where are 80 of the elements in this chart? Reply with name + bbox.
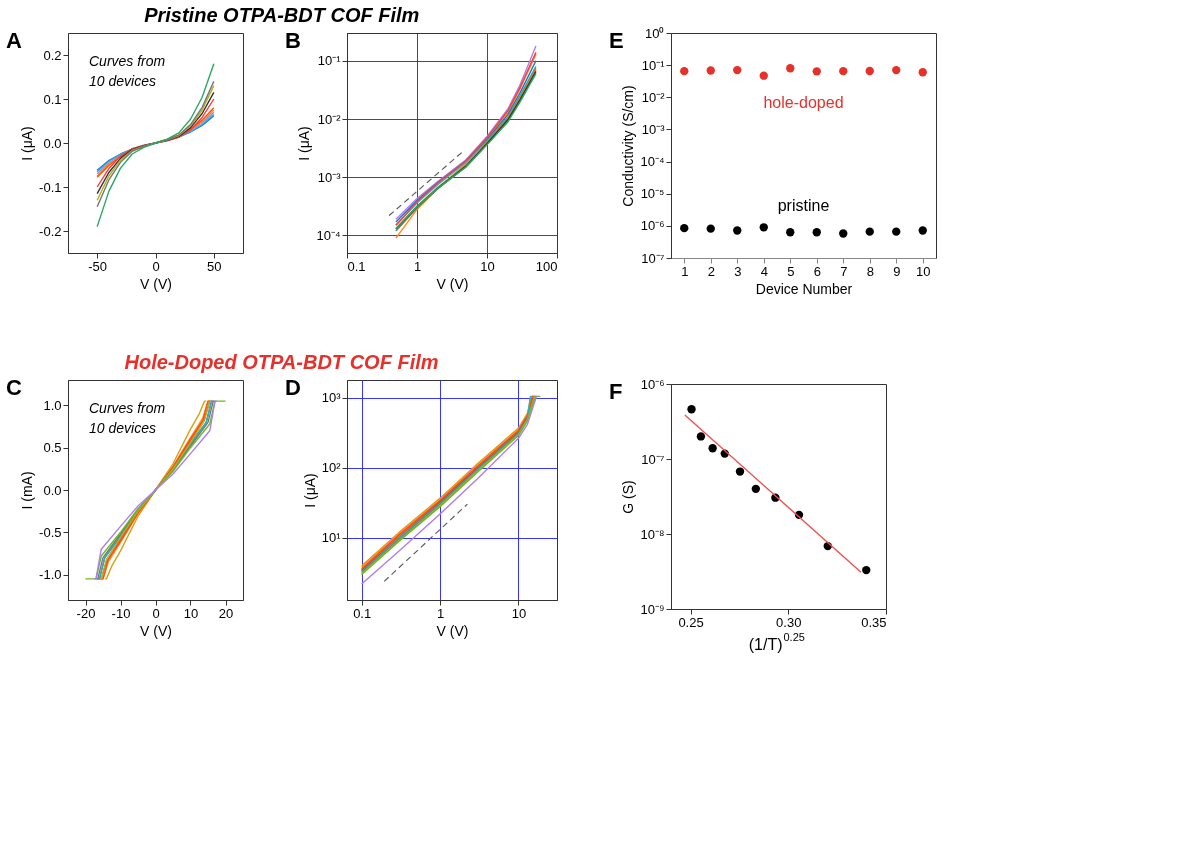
x-axis-title: V (V) xyxy=(140,275,172,292)
x-tick-label: 10 xyxy=(183,605,199,621)
y-tick-label: 10⁻³ xyxy=(317,169,342,185)
x-tick-label: 50 xyxy=(207,258,222,274)
y-tick-label: 10⁻³ xyxy=(641,121,666,137)
text: F xyxy=(609,379,623,404)
series-label: hole-doped xyxy=(763,94,844,112)
annotation: Curves from 10 devices xyxy=(89,400,166,436)
text: E xyxy=(609,28,624,53)
y-tick-label: 10⁻⁷ xyxy=(641,250,665,266)
x-axis-title: V (V) xyxy=(140,622,172,639)
x-tick-label: 10 xyxy=(511,605,527,621)
y-tick-label: 0.2 xyxy=(43,47,62,63)
x-tick-label: 9 xyxy=(893,263,901,279)
x-tick-label: 8 xyxy=(866,263,874,279)
y-tick-label: 10⁻⁵ xyxy=(640,186,665,202)
y-tick-label: 0.1 xyxy=(43,91,62,107)
y-tick-label: 10⁰ xyxy=(645,25,665,41)
y-axis-title: G (S) xyxy=(620,480,637,514)
x-axis-title: V (V) xyxy=(436,622,469,639)
x-tick-label: 5 xyxy=(787,263,795,279)
y-tick-label: 10⁻² xyxy=(317,111,342,127)
y-tick-label: 10⁻⁶ xyxy=(640,376,665,392)
x-tick-label: 0 xyxy=(152,605,160,621)
x-tick-label: 7 xyxy=(840,263,848,279)
y-tick-label: -0.2 xyxy=(39,223,62,239)
x-tick-label: 0.30 xyxy=(776,614,802,630)
x-tick-label: 0.1 xyxy=(353,605,372,621)
y-tick-label: 0.0 xyxy=(43,482,62,498)
y-axis-title: I (μA) xyxy=(301,473,318,508)
y-axis-title: I (μA) xyxy=(19,126,36,161)
x-tick-label: 1 xyxy=(413,258,422,274)
x-axis-title: Device Number xyxy=(755,280,853,297)
x-tick-label: 0.1 xyxy=(347,258,366,274)
y-tick-label: 10⁻² xyxy=(641,89,666,105)
x-tick-label: 4 xyxy=(760,263,768,279)
x-tick-label: 1 xyxy=(436,605,445,621)
x-tick-label: 0.25 xyxy=(678,614,704,630)
x-tick-label: 20 xyxy=(218,605,234,621)
x-tick-label: 10 xyxy=(916,263,931,279)
y-axis-title: Conductivity (S/cm) xyxy=(620,85,637,207)
y-tick-label: -0.5 xyxy=(39,524,62,540)
text: C xyxy=(6,375,22,400)
x-tick-label: 0.35 xyxy=(861,614,887,630)
x-tick-label: 100 xyxy=(535,258,558,274)
x-tick-label: 0 xyxy=(152,258,160,274)
y-tick-label: -1.0 xyxy=(39,567,62,583)
chart-title: Pristine OTPA-BDT COF Film xyxy=(144,3,420,26)
x-tick-label: -20 xyxy=(76,605,96,621)
y-tick-label: 10⁻⁸ xyxy=(640,526,665,542)
chart-title: Hole-Doped OTPA-BDT COF Film xyxy=(124,350,439,373)
x-tick-label: -10 xyxy=(111,605,131,621)
y-tick-label: 10⁻¹ xyxy=(641,57,666,73)
x-tick-label: 10 xyxy=(480,258,495,274)
x-tick-label: 6 xyxy=(813,263,821,279)
y-axis-title: I (μA) xyxy=(296,126,313,161)
text: A xyxy=(6,28,22,53)
text: D xyxy=(285,375,301,400)
x-axis-title: V (V) xyxy=(436,275,469,292)
y-tick-label: -0.1 xyxy=(39,179,62,195)
y-tick-label: 10⁻⁷ xyxy=(641,451,665,467)
y-tick-label: 0.5 xyxy=(43,440,62,456)
y-tick-label: 10⁻⁴ xyxy=(316,227,341,243)
y-tick-label: 0.0 xyxy=(43,135,62,151)
y-tick-label: 10² xyxy=(321,460,342,476)
text: B xyxy=(285,28,301,53)
y-tick-label: 10¹ xyxy=(321,530,342,546)
y-tick-label: 10⁻⁶ xyxy=(640,218,665,234)
y-axis-title: I (mA) xyxy=(19,471,36,510)
y-tick-label: 10³ xyxy=(321,390,342,406)
y-tick-label: 10⁻⁹ xyxy=(640,601,665,617)
x-tick-label: 1 xyxy=(681,263,689,279)
x-tick-label: 2 xyxy=(707,263,715,279)
x-tick-label: 3 xyxy=(734,263,742,279)
annotation: Curves from 10 devices xyxy=(89,53,166,89)
y-tick-label: 10⁻⁴ xyxy=(640,154,665,170)
y-tick-label: 10⁻¹ xyxy=(317,53,342,69)
y-tick-label: 1.0 xyxy=(43,397,62,413)
series-label: pristine xyxy=(777,197,830,215)
x-tick-label: -50 xyxy=(88,258,108,274)
